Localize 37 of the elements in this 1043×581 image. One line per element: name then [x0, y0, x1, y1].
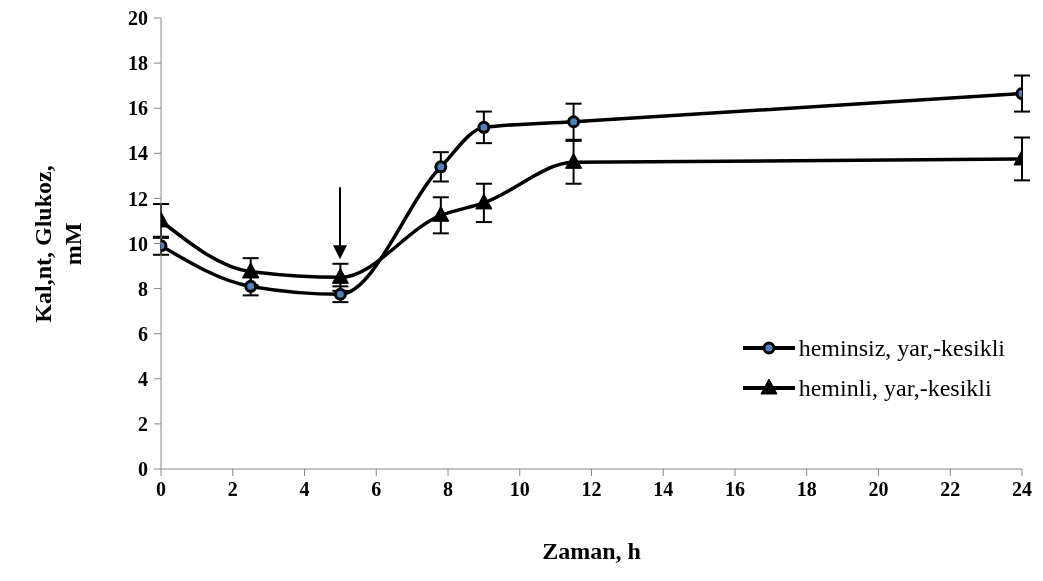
point: [567, 115, 581, 129]
x-tick-label: 2: [227, 478, 238, 501]
x-tick-label: 16: [725, 478, 745, 501]
point: [244, 279, 258, 293]
point: [475, 193, 493, 210]
point: [477, 120, 491, 134]
point: [331, 267, 349, 284]
y-tick-label: 16: [128, 97, 148, 120]
x-tick-label: 14: [653, 478, 674, 501]
y-tick-label: 12: [128, 187, 148, 210]
y-tick-label: 14: [128, 142, 148, 165]
x-tick-label: 12: [581, 478, 602, 501]
y-tick-label: 4: [138, 367, 148, 390]
legend-label: heminsiz, yar,-kesikli: [798, 334, 1005, 362]
x-tick-label: 0: [156, 478, 166, 501]
x-axis-title: Zaman, h: [542, 538, 641, 564]
y-tick-label: 10: [128, 232, 148, 255]
y-tick-label: 20: [128, 7, 148, 30]
y-tick-label: 8: [138, 277, 148, 300]
y-tick-label: 18: [128, 52, 148, 75]
y-tick-label: 0: [138, 458, 148, 481]
y-tick-label: 6: [138, 322, 148, 345]
y-tick-label: 2: [138, 413, 148, 435]
x-tick-label: 6: [371, 478, 382, 501]
x-tick-label: 18: [796, 478, 817, 501]
x-tick-label: 24: [1012, 478, 1032, 501]
x-tick-label: 8: [443, 478, 453, 501]
x-tick-label: 20: [868, 478, 889, 501]
y-axis-title: Kal,nt, Glukoz, mM: [29, 163, 87, 325]
point: [242, 262, 260, 279]
point: [434, 160, 448, 174]
point: [565, 152, 583, 169]
x-tick-label: 10: [509, 478, 530, 501]
legend-label: heminli, yar,-kesikli: [798, 374, 992, 402]
point: [432, 205, 450, 222]
x-tick-label: 4: [299, 478, 310, 501]
x-tick-label: 22: [940, 478, 961, 501]
